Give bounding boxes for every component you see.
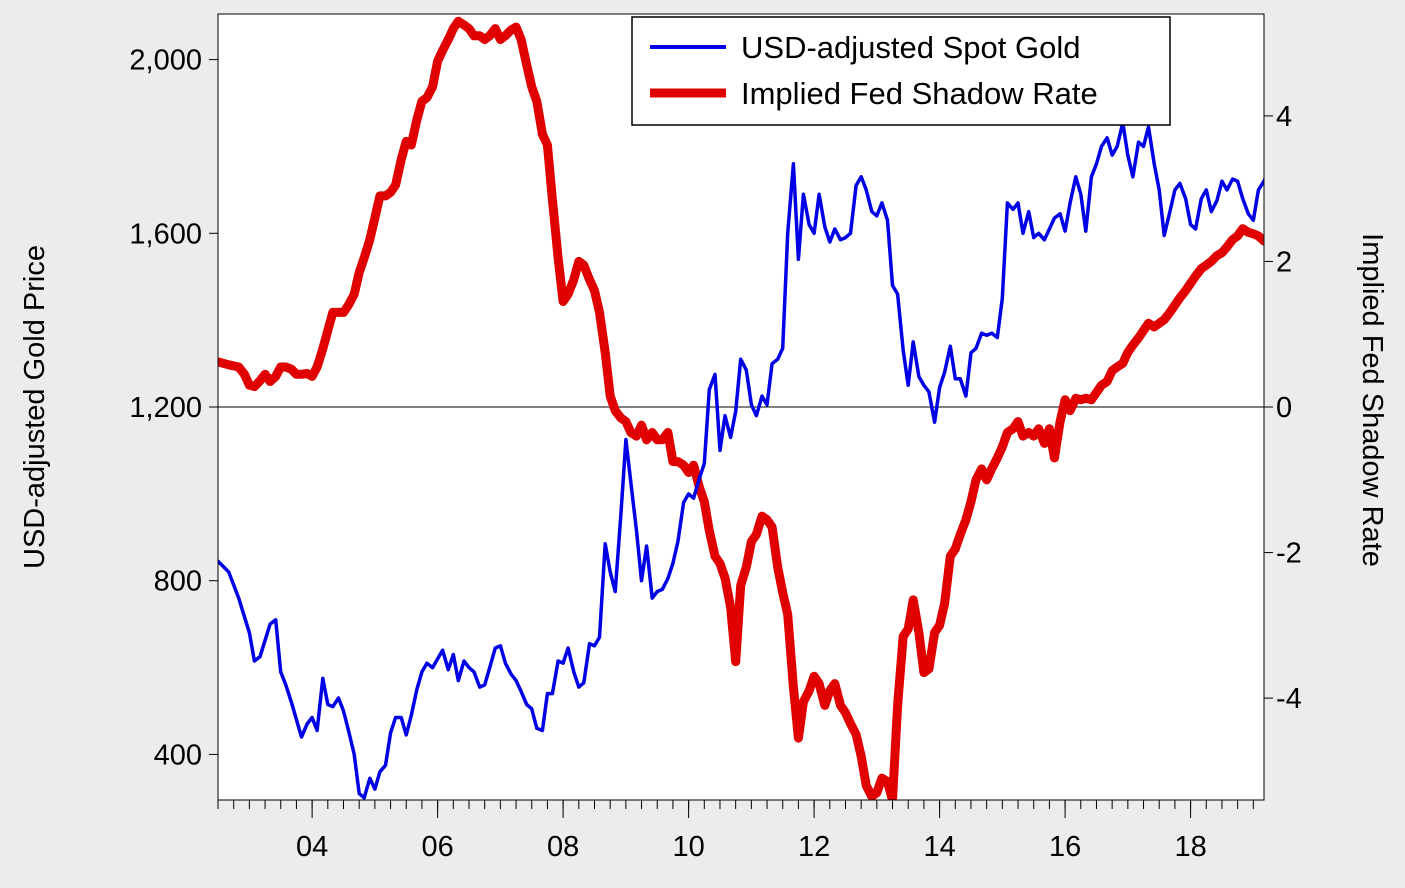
right-axis-label: Implied Fed Shadow Rate <box>1356 233 1388 567</box>
right-axis-tick-label: -4 <box>1276 683 1302 715</box>
right-axis: -4 -2 0 2 4 <box>1264 101 1302 715</box>
legend-label-gold: USD-adjusted Spot Gold <box>741 30 1080 65</box>
series-line-shadow-rate <box>218 16 1264 800</box>
legend-box <box>631 16 1171 126</box>
series-layer <box>218 16 1264 800</box>
x-axis-tick-label: 08 <box>547 831 579 863</box>
left-axis-tick-label: 1,600 <box>129 218 202 250</box>
x-axis-tick-label: 12 <box>798 831 830 863</box>
left-axis-tick-label: 2,000 <box>129 45 202 77</box>
left-axis-tick-label: 1,200 <box>129 392 202 424</box>
left-axis-tick-label: 400 <box>154 739 202 771</box>
left-axis-tick-label: 800 <box>154 566 202 598</box>
x-axis-tick-label: 10 <box>672 831 704 863</box>
x-axis: 04 06 08 10 12 14 16 18 <box>217 800 1254 863</box>
legend-label-shadow-rate: Implied Fed Shadow Rate <box>741 76 1098 111</box>
left-axis-label: USD-adjusted Gold Price <box>19 245 51 569</box>
right-axis-tick-label: 0 <box>1276 392 1292 424</box>
right-axis-tick-label: -2 <box>1276 538 1302 570</box>
right-axis-tick-label: 2 <box>1276 246 1292 278</box>
x-axis-tick-label: 14 <box>923 831 955 863</box>
x-axis-tick-label: 18 <box>1174 831 1206 863</box>
x-axis-tick-label: 16 <box>1049 831 1081 863</box>
x-axis-tick-label: 06 <box>421 831 453 863</box>
legend: USD-adjusted Spot Gold Implied Fed Shado… <box>631 16 1171 126</box>
x-axis-tick-label: 04 <box>296 831 328 863</box>
left-axis: 400 800 1,200 1,600 2,000 <box>129 45 218 771</box>
series-line-spot-gold <box>218 120 1264 800</box>
right-axis-tick-label: 4 <box>1276 101 1292 133</box>
